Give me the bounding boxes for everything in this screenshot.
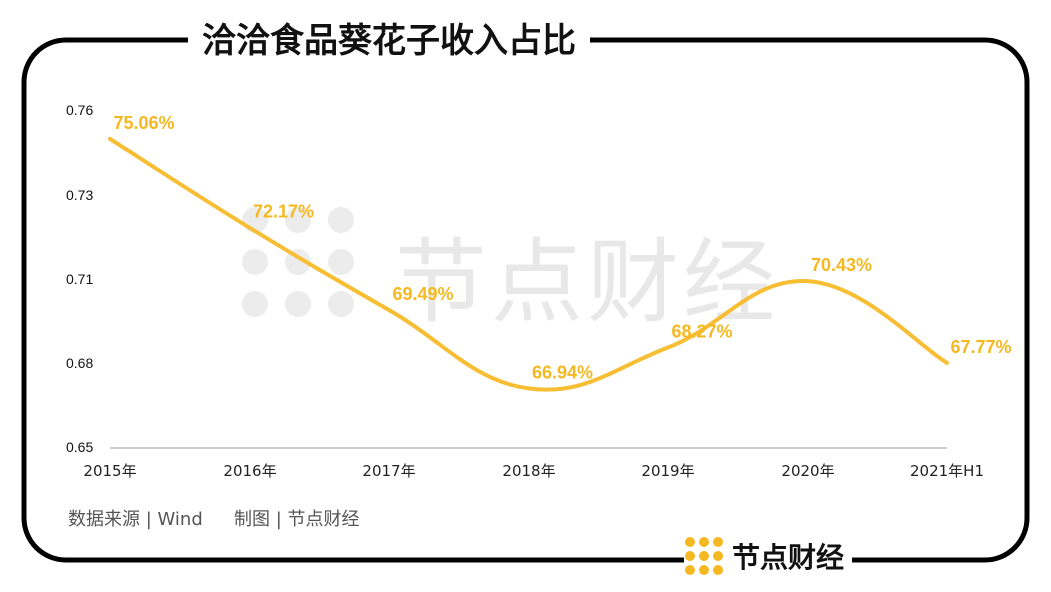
x-tick-label: 2016年: [223, 462, 277, 480]
watermark-logo-icon: [242, 207, 354, 317]
data-label: 72.17%: [253, 202, 314, 222]
brand-name: 节点财经: [732, 541, 845, 574]
x-tick-label: 2018年: [502, 462, 556, 480]
x-tick-label: 2017年: [362, 462, 416, 480]
chart-credit: 制图 | 节点财经: [234, 509, 360, 530]
data-label: 67.77%: [950, 337, 1011, 357]
brand-logo: 节点财经: [684, 534, 853, 578]
series-line: [108, 136, 949, 392]
y-tick-label: 0.76: [66, 102, 94, 118]
watermark-text: 节点财经: [395, 229, 780, 336]
x-tick-label: 2015年: [83, 462, 137, 480]
x-tick-label: 2020年: [781, 462, 835, 480]
data-label: 69.49%: [392, 284, 453, 304]
brand-dots-icon: [685, 537, 723, 575]
data-source: 数据来源 | Wind: [68, 509, 203, 530]
y-tick-label: 0.68: [66, 355, 94, 371]
data-label: 68.27%: [671, 322, 732, 342]
data-label: 66.94%: [532, 362, 593, 382]
chart-title: 洽洽食品葵花子收入占比: [188, 16, 590, 66]
y-tick-label: 0.65: [66, 439, 94, 455]
data-label: 70.43%: [811, 255, 872, 275]
x-tick-label: 2021年H1: [910, 462, 984, 480]
x-tick-label: 2019年: [641, 462, 695, 480]
y-tick-label: 0.73: [66, 187, 94, 203]
y-tick-label: 0.71: [66, 271, 94, 287]
data-label: 75.06%: [113, 113, 174, 133]
